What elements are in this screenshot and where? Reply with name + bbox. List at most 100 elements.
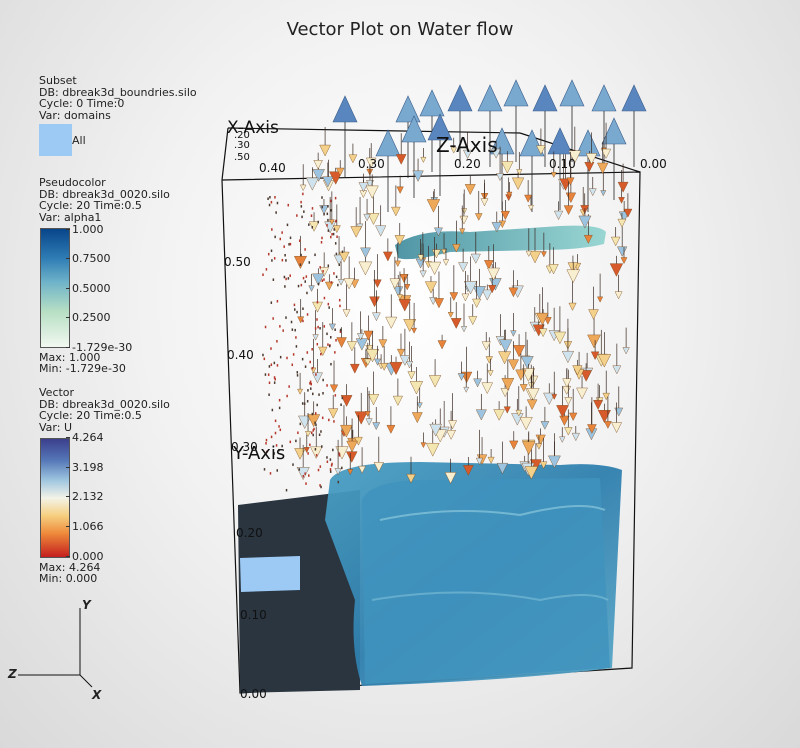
vector-colorbar [40,438,70,558]
vector-glyph-point [302,192,304,196]
vector-glyph [446,430,456,440]
vector-glyph [559,436,566,443]
vector-glyph [342,309,351,318]
vector-cycle: Cycle: 20 Time:0.5 [39,409,142,422]
vector-min: Min: 0.000 [39,572,98,585]
vector-glyph [407,371,416,380]
vector-glyph [588,309,599,320]
vector-glyph [553,210,564,221]
vector-tick: 1.066 [66,520,104,533]
vector-glyph [587,334,601,349]
vector-glyph [363,213,371,222]
vector-glyph-point [326,224,328,227]
vector-glyph [411,412,423,424]
water-body [325,462,622,686]
vector-glyph-point [339,304,341,308]
vector-glyph-point [289,242,292,246]
vector-glyph-point [305,482,307,485]
vector-glyph [556,405,569,418]
pseudocolor-tick: 0.5000 [66,282,111,295]
vector-glyph-point [274,196,276,199]
vector-glyphs [262,79,647,492]
vector-glyph-point [278,406,281,410]
vector-glyph [611,422,622,434]
vector-glyph-point [305,275,308,278]
floor-domain [238,490,360,693]
vector-glyph [580,370,592,382]
vector-glyph [462,465,474,476]
vector-glyph-point [275,211,277,214]
vector-glyph [519,384,528,393]
y-axis-tick-label: 0.20 [236,526,263,540]
vector-glyph-point [276,299,279,303]
vector-glyph [481,289,493,301]
vector-glyph-point [267,197,269,200]
vector-glyph [335,446,349,460]
vector-glyph-point [317,282,320,286]
vector-glyph [485,356,493,364]
vector-glyph [367,213,380,225]
pseudocolor-tick: 1.000 [66,223,104,236]
vector-glyph [468,316,478,326]
vector-glyph-point [306,313,309,316]
vector-glyph-point [308,474,310,477]
vector-glyph [389,361,403,376]
vector-glyph-point [310,387,312,390]
vector-glyph [391,206,401,217]
vector-glyph-point [284,285,286,288]
vector-glyph-point [327,302,330,306]
triad-x-line [79,674,93,688]
vector-glyph-point [311,226,314,229]
vector-glyph [365,157,377,169]
vector-glyph [334,468,342,476]
vector-glyph [487,370,494,377]
vector-glyph-point [321,196,323,199]
vector-glyph-point [291,363,294,367]
vector-glyph [460,326,468,333]
vector-glyph [597,162,609,175]
vector-glyph [365,349,380,363]
vector-glyph-point [317,468,320,472]
vector-glyph [544,317,552,325]
vector-glyph-point [330,336,332,339]
vector-glyph-point [301,215,303,219]
vector-glyph [399,274,409,284]
vector-glyph [373,462,384,473]
vector-glyph-point [300,205,303,208]
vector-glyph-point [275,444,278,447]
vector-glyph [481,382,493,395]
vector-glyph [516,169,523,176]
subset-legend: Subset DB: dbreak3d_boundries.silo Cycle… [39,75,197,121]
y-axis-tick-label: 0.40 [227,348,254,362]
vector-glyph [311,372,323,384]
vector-glyph [305,177,319,191]
plot-title: Vector Plot on Water flow [286,19,514,40]
y-axis-tick-label: 0.10 [240,608,267,622]
vector-glyph-point [265,438,268,442]
vector-glyph-point [327,229,330,232]
z-axis-title: Z-Axis [436,133,498,157]
vector-glyph [612,365,622,375]
vector-glyph [602,392,610,401]
vector-glyph-point [281,444,283,448]
vector-glyph [325,281,334,291]
vector-glyph [501,161,514,174]
vector-glyph-point [314,421,316,424]
vector-glyph-point [300,253,302,257]
vector-glyph-point [279,355,282,359]
vector-glyph [319,267,329,277]
vector-glyph-point [308,223,310,226]
vector-glyph [346,451,358,463]
vector-glyph [501,378,515,391]
vector-glyph [564,427,573,436]
vector-glyph-point [323,278,325,281]
vector-glyph [419,270,427,278]
vector-glyph-point [269,472,272,475]
vector-glyph-point [317,325,319,329]
vector-glyph [623,208,633,218]
vector-glyph-point [268,365,271,368]
vector-glyph-point [326,384,328,387]
x-axis-tick-label: 0.30 [358,157,385,171]
subset-var: Var: domains [39,108,111,122]
